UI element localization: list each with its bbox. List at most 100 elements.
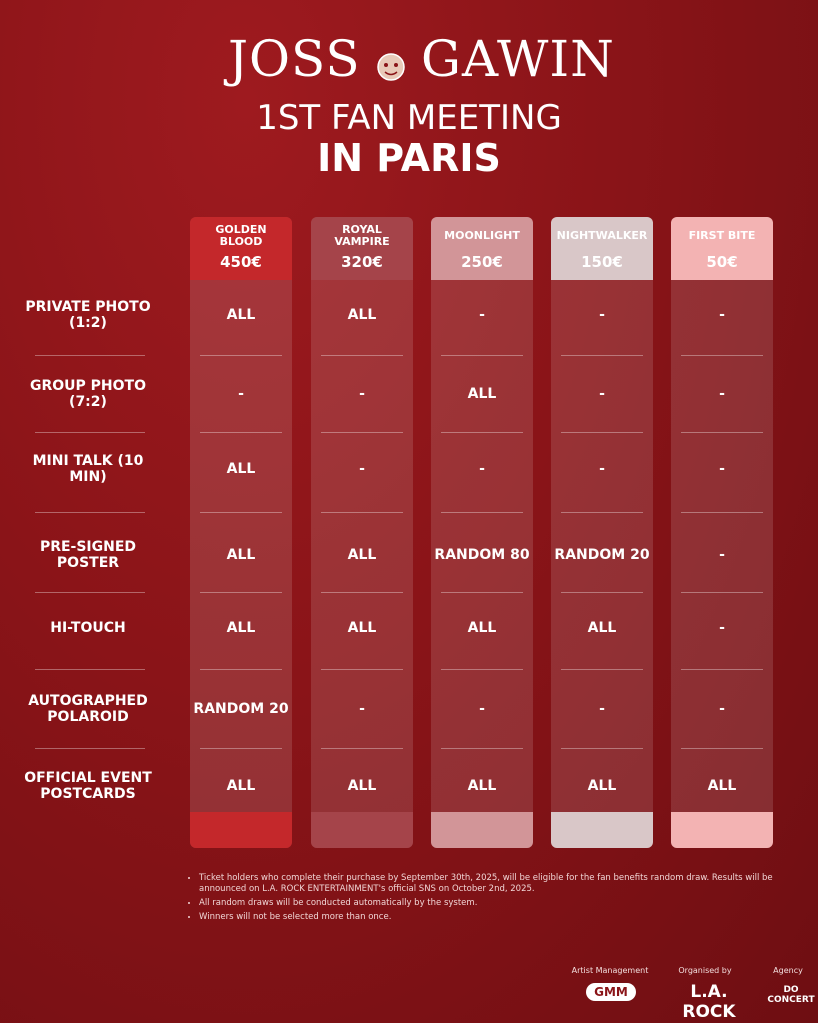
tier-footer [431, 812, 533, 848]
tier-price: 450€ [220, 253, 262, 271]
note: Ticket holders who complete their purcha… [199, 873, 779, 895]
tier-column: NIGHTWALKER 150€ [551, 217, 653, 848]
logo: DO CONCERT [767, 985, 815, 1005]
row-separator [561, 354, 643, 356]
row-separator [200, 354, 282, 356]
row-separator [200, 431, 282, 433]
row-label: MINI TALK (10 MIN) [32, 453, 144, 485]
tier-column: GOLDEN BLOOD 450€ [190, 217, 292, 848]
row-label: PRE-SIGNED POSTER [39, 539, 137, 571]
row-separator [35, 747, 145, 749]
row-separator [35, 354, 145, 356]
tier-header: MOONLIGHT 250€ [431, 217, 533, 280]
row-separator [441, 354, 523, 356]
row-separator [441, 747, 523, 749]
tier-header: FIRST BITE 50€ [671, 217, 773, 280]
tier-header: ROYAL VAMPIRE 320€ [311, 217, 413, 280]
row-separator [200, 512, 282, 513]
row-separator [681, 431, 763, 433]
row-separator [441, 591, 523, 593]
logo: L.A. ROCK [682, 982, 736, 1022]
row-separator [561, 668, 643, 670]
footer-label: Artist Management [571, 966, 649, 975]
crest-icon [377, 53, 405, 81]
cell: ALL [226, 778, 256, 794]
row-separator [441, 431, 523, 433]
title-right: GAWIN [421, 30, 615, 88]
row-separator [35, 512, 145, 513]
cell: - [359, 701, 365, 717]
subtitle: 1ST FAN MEETING [256, 98, 562, 138]
tier-price: 320€ [341, 253, 383, 271]
row-separator [321, 354, 403, 356]
tier-price: 50€ [706, 253, 738, 271]
note: Winners will not be selected more than o… [199, 912, 779, 923]
row-separator [321, 747, 403, 749]
cell: - [719, 307, 725, 323]
row-separator [561, 431, 643, 433]
tier-column: ROYAL VAMPIRE 320€ [311, 217, 413, 848]
row-separator [321, 431, 403, 433]
cell: - [719, 461, 725, 477]
cell: ALL [347, 620, 377, 636]
cell: ALL [347, 778, 377, 794]
cell: - [599, 461, 605, 477]
cell: ALL [467, 778, 497, 794]
tier-footer [190, 812, 292, 848]
row-separator [441, 512, 523, 513]
cell: - [719, 701, 725, 717]
cell: - [479, 307, 485, 323]
cell: ALL [347, 547, 377, 563]
cell: - [238, 386, 244, 402]
tier-name: GOLDEN BLOOD [215, 223, 267, 248]
row-separator [561, 591, 643, 593]
tier-column: FIRST BITE 50€ [671, 217, 773, 848]
cell: - [719, 547, 725, 563]
cell: ALL [467, 620, 497, 636]
tier-name: MOONLIGHT [444, 229, 520, 242]
note: All random draws will be conducted autom… [199, 898, 779, 909]
logo: GMM [586, 983, 636, 1001]
tier-header: NIGHTWALKER 150€ [551, 217, 653, 280]
row-label: OFFICIAL EVENT POSTCARDS [24, 770, 152, 802]
footer-label: Organised by [678, 966, 732, 975]
tier-footer [311, 812, 413, 848]
row-separator [35, 591, 145, 593]
cell: ALL [587, 620, 617, 636]
row-label: AUTOGRAPHED POLAROID [28, 693, 148, 725]
row-separator [321, 668, 403, 670]
cell: - [599, 386, 605, 402]
tier-price: 250€ [461, 253, 503, 271]
row-separator [681, 668, 763, 670]
cell: - [719, 386, 725, 402]
row-separator [321, 591, 403, 593]
row-separator [681, 512, 763, 513]
cell: ALL [226, 307, 256, 323]
cell: - [599, 701, 605, 717]
tier-name: NIGHTWALKER [556, 229, 648, 242]
row-separator [681, 354, 763, 356]
cell: RANDOM 20 [193, 701, 289, 717]
row-separator [35, 668, 145, 670]
row-separator [681, 591, 763, 593]
tier-footer [551, 812, 653, 848]
cell: RANDOM 20 [554, 547, 650, 563]
footer-label: Agency [773, 966, 803, 975]
cell: ALL [707, 778, 737, 794]
row-separator [35, 431, 145, 433]
row-separator [200, 747, 282, 749]
cell: ALL [226, 620, 256, 636]
row-label: PRIVATE PHOTO (1:2) [25, 299, 151, 331]
cell: ALL [347, 307, 377, 323]
row-label: HI-TOUCH [50, 620, 126, 636]
cell: - [479, 701, 485, 717]
row-separator [561, 747, 643, 749]
tier-header: GOLDEN BLOOD 450€ [190, 217, 292, 280]
cell: ALL [587, 778, 617, 794]
row-separator [200, 668, 282, 670]
cell: - [599, 307, 605, 323]
row-separator [321, 512, 403, 513]
row-separator [441, 668, 523, 670]
row-separator [200, 591, 282, 593]
